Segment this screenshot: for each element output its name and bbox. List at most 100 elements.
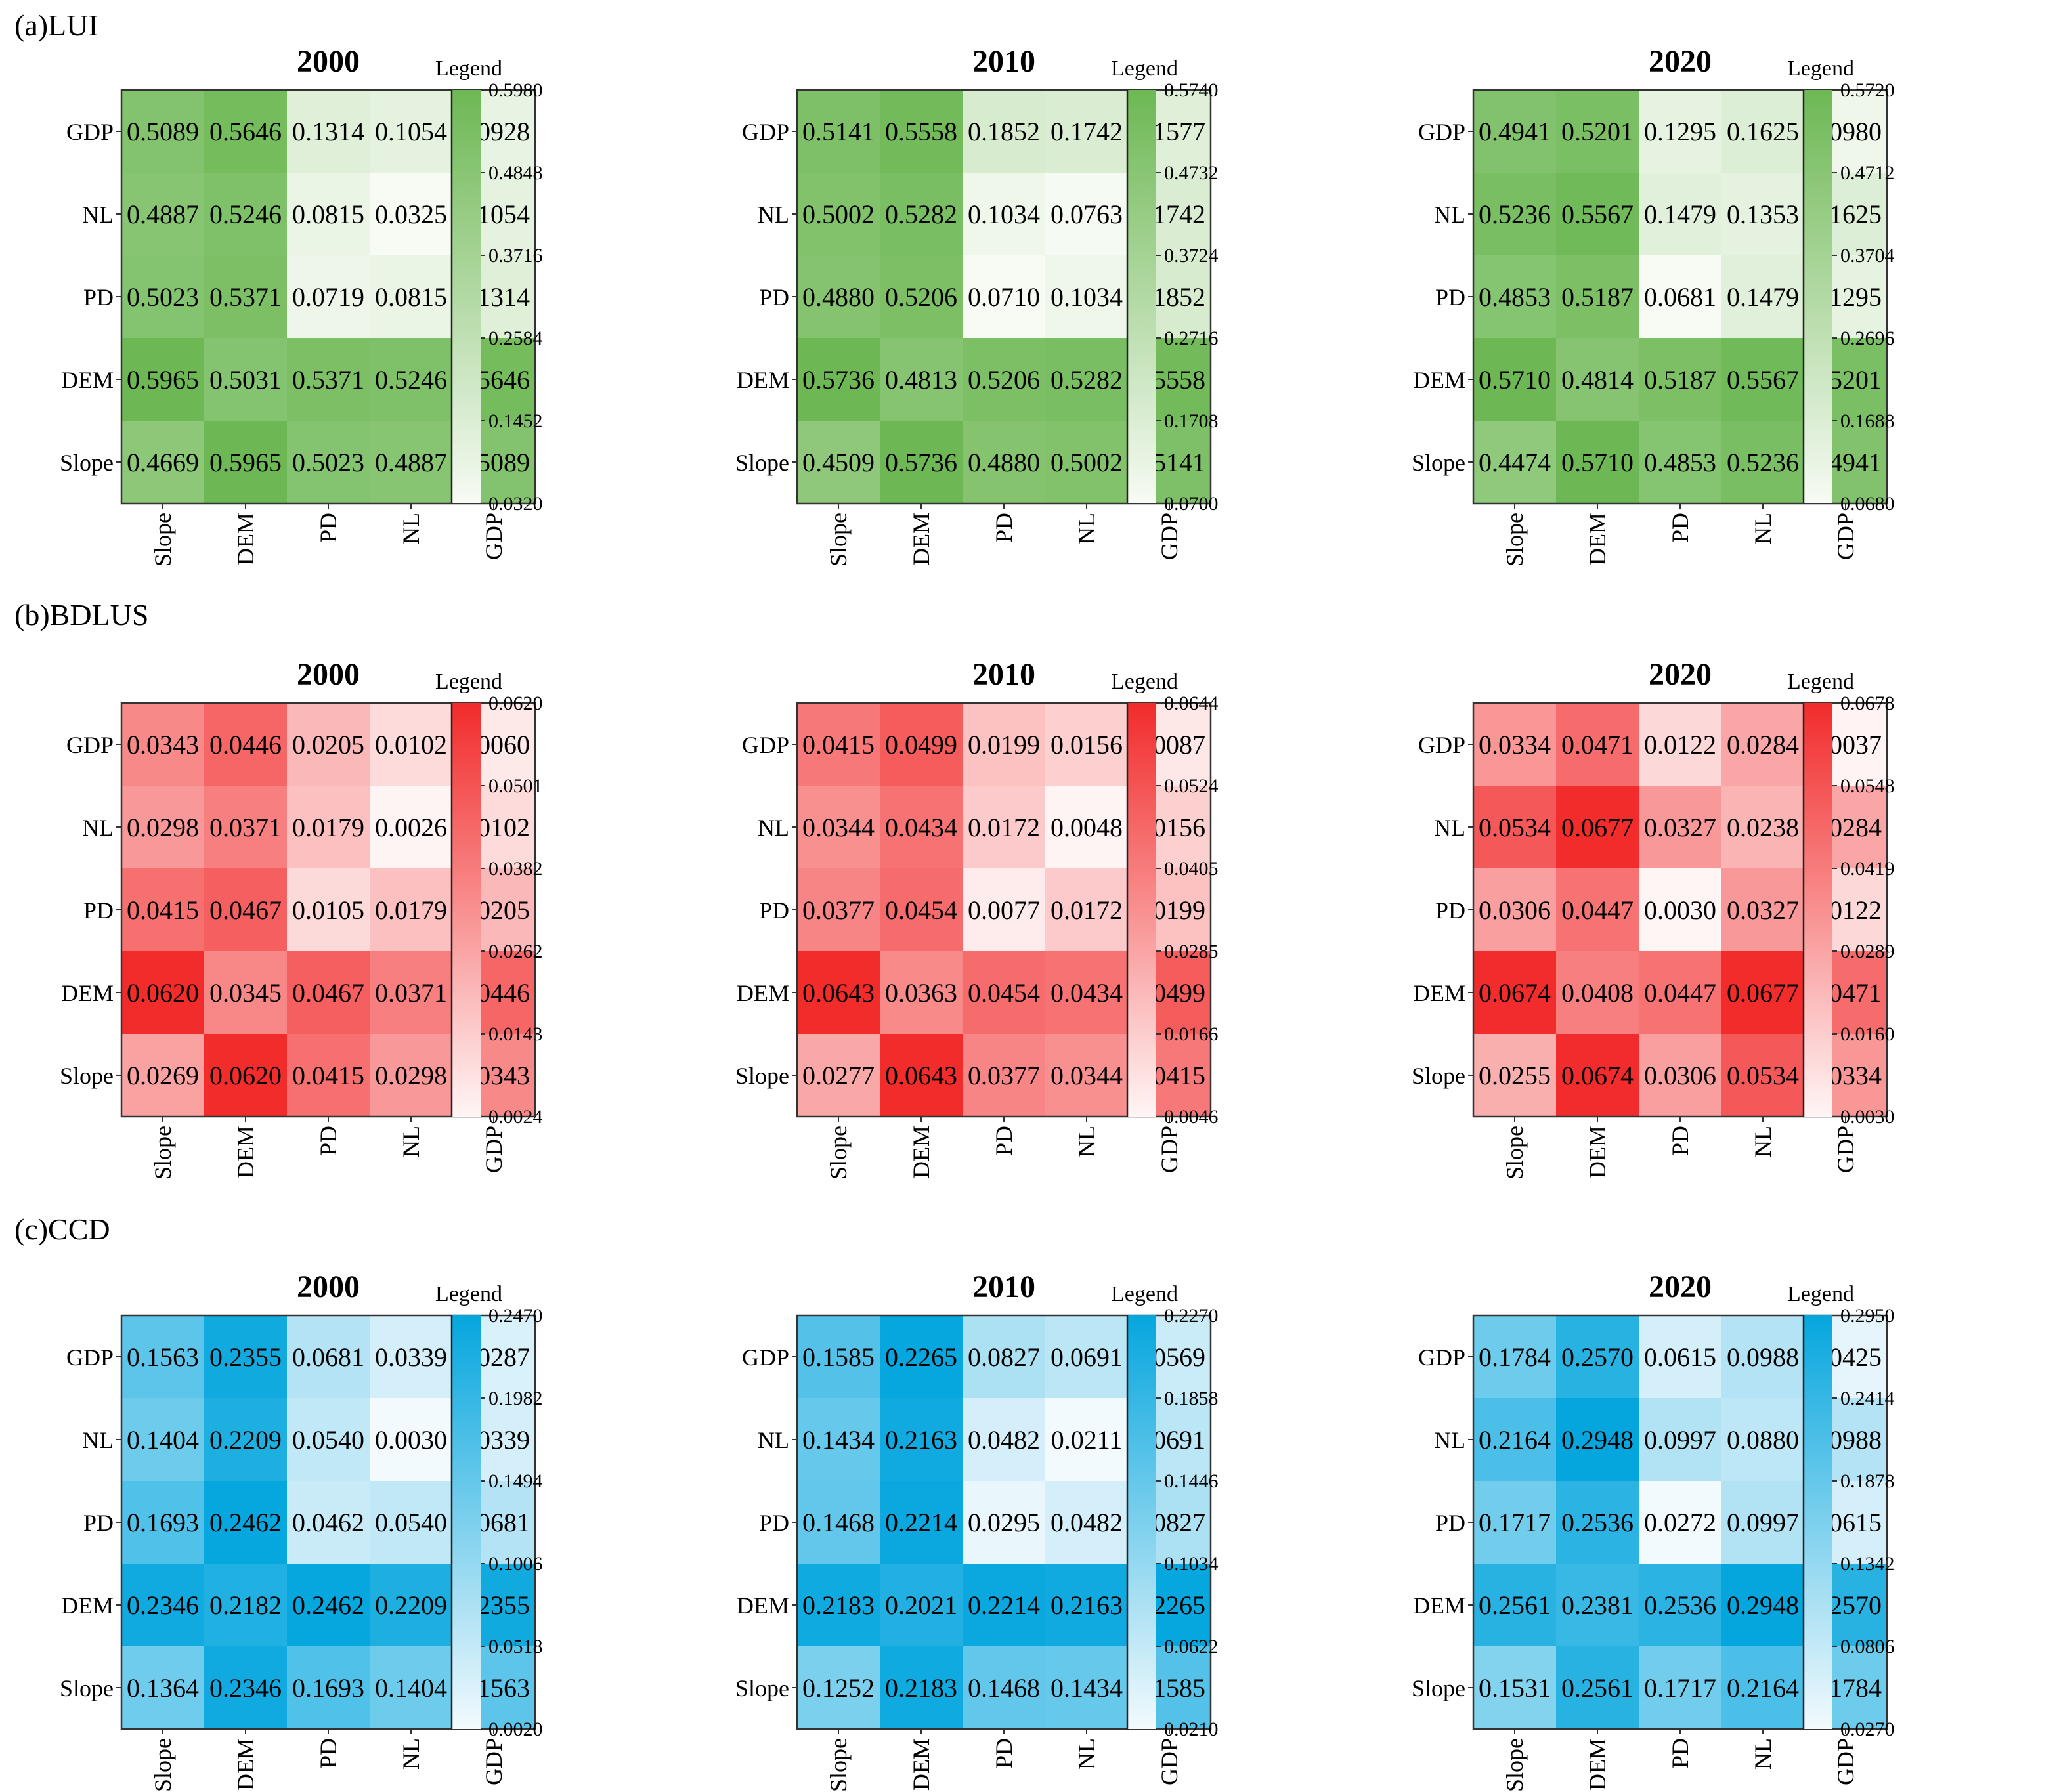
colorbar <box>1804 90 1832 503</box>
x-tick-label: GDP <box>1156 1126 1182 1173</box>
colorbar-tick-label: 0.5980 <box>488 79 543 101</box>
cell-value-label: 0.1531 <box>1479 1673 1551 1703</box>
colorbar-tick-label: 0.0270 <box>1840 1718 1895 1740</box>
x-tick-label: GDP <box>1832 1126 1859 1173</box>
heatmap-cell <box>1639 338 1721 421</box>
heatmap-cell <box>797 255 880 338</box>
y-tick-label: NL <box>1434 202 1465 228</box>
heatmap-cell <box>370 338 452 421</box>
heatmap-cell <box>204 1034 287 1117</box>
y-tick-label: Slope <box>60 1063 114 1089</box>
heatmap-cell <box>1045 90 1128 173</box>
cell-value-label: 0.4880 <box>802 282 875 312</box>
y-tick-label: DEM <box>1413 1592 1465 1619</box>
x-tick-label: PD <box>315 1126 341 1156</box>
heatmap-cell <box>963 1398 1045 1481</box>
cell-value-label: 0.0447 <box>1644 978 1716 1008</box>
x-tick-label: GDP <box>481 1126 507 1173</box>
colorbar-tick-label: 0.0806 <box>1840 1636 1895 1657</box>
cell-value-label: 0.0284 <box>1727 730 1799 759</box>
cell-value-label: 0.0462 <box>292 1508 364 1537</box>
cell-value-label: 0.0467 <box>292 978 364 1008</box>
heatmap-cell <box>370 255 452 338</box>
cell-value-label: 0.0172 <box>968 813 1040 842</box>
heatmap-cell <box>121 1646 204 1729</box>
colorbar-tick-label: 0.1006 <box>488 1553 543 1575</box>
heatmap-cell <box>1721 173 1804 255</box>
heatmap-cell <box>1639 868 1721 951</box>
cell-value-label: 0.0434 <box>1050 978 1123 1008</box>
heatmap-cell <box>370 90 452 173</box>
y-tick-label: Slope <box>1412 1675 1465 1701</box>
heatmap-cell <box>121 90 204 173</box>
x-tick-label: Slope <box>825 513 852 566</box>
heatmap-cell <box>1639 255 1721 338</box>
heatmap-cell <box>1473 1034 1556 1117</box>
heatmap-cell <box>287 951 370 1034</box>
cell-value-label: 0.5246 <box>209 200 282 229</box>
cell-value-label: 0.2214 <box>968 1590 1040 1620</box>
heatmap-cell <box>121 421 204 503</box>
heatmap-cell <box>1045 1564 1128 1646</box>
heatmap-cell <box>370 951 452 1034</box>
heatmap-cell <box>1721 1564 1804 1646</box>
cell-value-label: 0.0643 <box>802 978 875 1008</box>
cell-value-label: 0.5201 <box>1561 117 1634 146</box>
cell-value-label: 0.5141 <box>802 117 875 146</box>
y-tick-label: Slope <box>735 450 789 476</box>
x-tick-label: Slope <box>150 1738 176 1792</box>
cell-value-label: 0.4474 <box>1479 448 1551 477</box>
cell-value-label: 0.0344 <box>802 813 875 842</box>
heatmap-cell <box>1721 786 1804 868</box>
heatmap-cell <box>1045 868 1128 951</box>
cell-value-label: 0.2346 <box>127 1590 199 1620</box>
heatmap-cell <box>1473 173 1556 255</box>
x-tick-label: PD <box>315 513 341 543</box>
heatmap-cell <box>963 868 1045 951</box>
cell-value-label: 0.0371 <box>375 978 447 1008</box>
cell-value-label: 0.2164 <box>1479 1425 1551 1455</box>
cell-value-label: 0.0415 <box>292 1061 364 1090</box>
heatmap-cell <box>797 90 880 173</box>
cell-value-label: 0.2265 <box>885 1342 957 1372</box>
cell-value-label: 0.0325 <box>375 200 447 229</box>
y-tick-label: Slope <box>735 1063 789 1089</box>
cell-value-label: 0.0674 <box>1479 978 1551 1008</box>
cell-value-label: 0.1585 <box>802 1342 875 1372</box>
cell-value-label: 0.4941 <box>1479 117 1551 146</box>
y-tick-label: GDP <box>66 732 114 758</box>
cell-value-label: 0.5567 <box>1727 365 1799 395</box>
cell-value-label: 0.0179 <box>292 813 364 842</box>
x-tick-label: Slope <box>1502 513 1528 566</box>
heatmap-cell <box>1721 421 1804 503</box>
heatmap-title: 2000 <box>297 44 360 79</box>
colorbar-legend-title: Legend <box>435 1282 502 1306</box>
heatmap-cell <box>204 90 287 173</box>
heatmap-cell <box>370 786 452 868</box>
cell-value-label: 0.5023 <box>292 448 364 477</box>
heatmap-cell <box>204 868 287 951</box>
heatmap-cell <box>1045 338 1128 421</box>
heatmap-cell <box>797 173 880 255</box>
colorbar-tick-label: 0.3716 <box>488 245 543 267</box>
colorbar <box>452 1315 481 1729</box>
cell-value-label: 0.0454 <box>885 895 957 925</box>
cell-value-label: 0.4509 <box>802 448 875 477</box>
heatmap-cell <box>204 421 287 503</box>
heatmap-cell <box>797 786 880 868</box>
heatmap-cell <box>287 1034 370 1117</box>
cell-value-label: 0.5965 <box>209 448 282 477</box>
heatmap-cell <box>1639 1564 1721 1646</box>
cell-value-label: 0.0763 <box>1050 200 1123 229</box>
y-tick-label: GDP <box>66 119 114 145</box>
cell-value-label: 0.5246 <box>375 365 447 395</box>
heatmap-cell <box>1721 1398 1804 1481</box>
heatmap-cell <box>797 951 880 1034</box>
heatmap-cell <box>121 1034 204 1117</box>
heatmap-title: 2010 <box>972 1269 1035 1304</box>
cell-value-label: 0.1784 <box>1479 1342 1551 1372</box>
cell-value-label: 0.1252 <box>802 1673 875 1703</box>
